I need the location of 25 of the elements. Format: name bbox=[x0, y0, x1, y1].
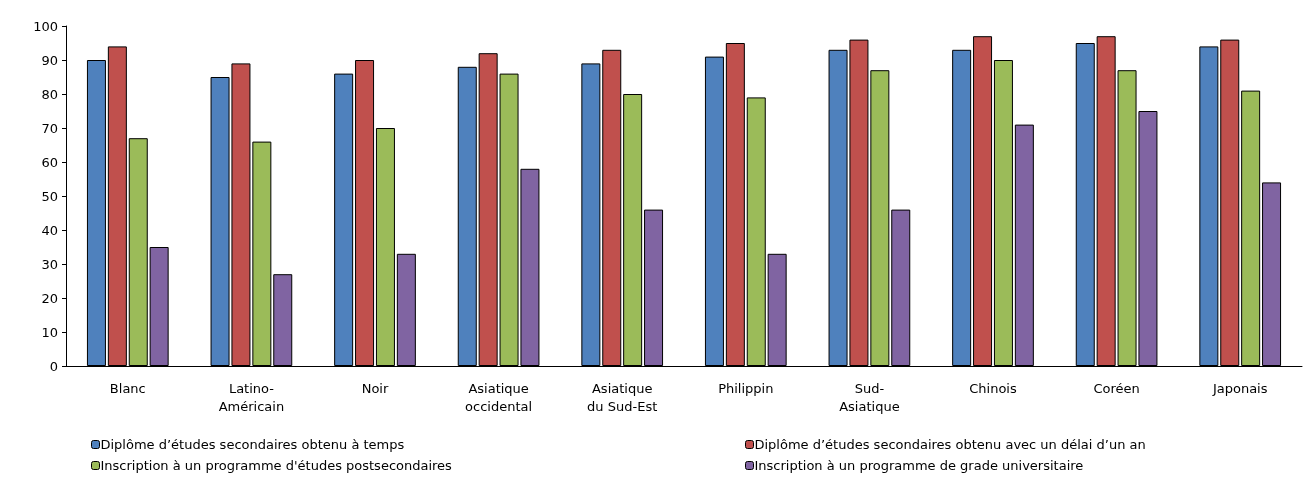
y-tick-label: 20 bbox=[41, 290, 58, 306]
x-tick-label: Blanc bbox=[109, 380, 146, 396]
x-tick-label: Latino-Américain bbox=[218, 380, 285, 414]
y-tick-label: 40 bbox=[41, 222, 58, 238]
legend-label: Inscription à un programme d'études postsecondaires bbox=[100, 458, 453, 473]
y-tick-label: 30 bbox=[41, 256, 58, 272]
x-tick-label: Noir bbox=[361, 380, 389, 396]
y-tick-label: 0 bbox=[49, 358, 58, 374]
y-tick-label: 10 bbox=[41, 324, 58, 340]
legend-label: Diplôme d’études secondaires obtenu avec un délai d’un an bbox=[754, 437, 1146, 452]
legend-label: Inscription à un programme de grade universitaire bbox=[754, 458, 1084, 473]
y-tick-label: 60 bbox=[41, 154, 58, 170]
x-tick-label: Coréen bbox=[1093, 380, 1140, 396]
y-tick-label: 100 bbox=[33, 18, 58, 34]
y-tick-label: 80 bbox=[41, 86, 58, 102]
x-tick-label: Japonais bbox=[1211, 380, 1268, 396]
x-tick-label: Sud-Asiatique bbox=[839, 380, 900, 414]
y-tick-label: 50 bbox=[41, 188, 58, 204]
x-tick-label: Asiatique du Sud-Est bbox=[587, 380, 658, 414]
y-tick-label: 90 bbox=[41, 52, 58, 68]
x-tick-label: Philippin bbox=[718, 380, 774, 396]
legend-label: Diplôme d’études secondaires obtenu à temps bbox=[100, 437, 405, 452]
x-tick-label: Chinois bbox=[969, 380, 1017, 396]
x-tick-label: Asiatique occidental bbox=[465, 380, 533, 414]
y-tick-label: 70 bbox=[41, 120, 58, 136]
